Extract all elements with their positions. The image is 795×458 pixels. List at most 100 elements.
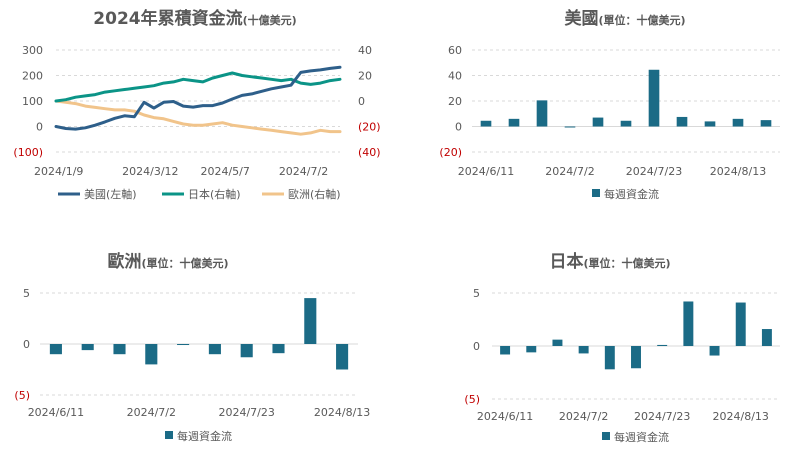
japan-bar xyxy=(604,346,615,370)
us-y-tick-label: (20) xyxy=(439,146,462,159)
japan-bar xyxy=(631,346,641,369)
us-y-tick-label: 60 xyxy=(448,44,462,57)
cumulative-x-tick-label: 2024/3/12 xyxy=(122,165,178,178)
europe-title: 歐洲(單位：十億美元) xyxy=(107,251,228,272)
japan-flow-svg: 日本(單位：十億美元) 5 0 (5) 2024/6/11 2024/7/2 2024/7/… xyxy=(464,251,780,444)
us-title: 美國(單位：十億美元) xyxy=(564,8,685,29)
europe-bar xyxy=(240,344,253,358)
europe-bar xyxy=(145,344,158,365)
cumulative-right-tick-label: 40 xyxy=(358,44,372,57)
japan-legend-label: 每週資金流 xyxy=(614,430,669,444)
europe-y-tick-label: (5) xyxy=(14,389,30,402)
cumulative-x-tick-label: 2024/1/9 xyxy=(34,165,83,178)
europe-x-tick-label: 2024/8/13 xyxy=(314,406,370,419)
japan-title: 日本(單位：十億美元) xyxy=(549,251,670,272)
cumulative-left-tick-label: 0 xyxy=(36,121,43,134)
japan-bar xyxy=(735,302,746,346)
cumulative-flow-svg: 2024年累積資金流(十億美元)3002001000(100)40200(20)… xyxy=(13,8,381,201)
cumulative-flow-chart: 2024年累積資金流(十億美元) 300 200 100 0 (100) 40 20 0 (20)… xyxy=(0,0,400,215)
europe-x-tick-label: 2024/6/11 xyxy=(28,406,84,419)
us-y-tick-label: 0 xyxy=(455,121,462,134)
cumulative-title: 2024年累積資金流(十億美元) xyxy=(93,8,296,29)
europe-bar xyxy=(208,344,221,355)
cumulative-legend-label: 日本(右軸) xyxy=(188,187,241,201)
cumulative-right-tick-label: (20) xyxy=(358,121,381,134)
japan-bar xyxy=(526,346,537,353)
cumulative-left-tick-label: 100 xyxy=(22,95,43,108)
europe-legend-swatch xyxy=(165,431,173,439)
cumulative-right-tick-label: 0 xyxy=(358,95,365,108)
us-bar xyxy=(760,120,772,127)
cumulative-right-tick-label: (40) xyxy=(358,146,381,159)
us-bar xyxy=(676,116,688,127)
europe-x-tick-label: 2024/7/2 xyxy=(127,406,176,419)
europe-bar xyxy=(49,344,62,355)
us-bar xyxy=(480,120,492,127)
cumulative-x-tick-label: 2024/7/2 xyxy=(279,165,328,178)
us-y-tick-label: 40 xyxy=(448,70,462,83)
cumulative-legend-label: 歐洲(右軸) xyxy=(288,187,341,201)
us-x-tick-label: 2024/6/11 xyxy=(458,165,514,178)
europe-bar xyxy=(304,298,317,344)
us-bar xyxy=(620,120,632,127)
japan-bar xyxy=(683,301,694,346)
japan-legend-swatch xyxy=(602,432,610,440)
cumulative-series-line-0 xyxy=(54,65,342,131)
japan-x-tick-label: 2024/8/13 xyxy=(713,410,769,423)
japan-y-tick-label: 0 xyxy=(473,340,480,353)
us-bar xyxy=(536,100,548,127)
europe-y-tick-label: 0 xyxy=(23,338,30,351)
europe-y-tick-label: 5 xyxy=(23,287,30,300)
japan-bar xyxy=(578,346,589,354)
europe-flow-svg: 歐洲(單位：十億美元) 5 0 (5) 2024/6/11 2024/7/2 2024/7/… xyxy=(14,251,370,443)
us-title-main: 美國 xyxy=(564,8,598,29)
cumulative-left-tick-label: 200 xyxy=(22,70,43,83)
cumulative-x-tick-label: 2024/5/7 xyxy=(200,165,249,178)
japan-x-tick-label: 2024/7/23 xyxy=(634,410,690,423)
us-x-tick-label: 2024/8/13 xyxy=(710,165,766,178)
japan-y-tick-label: (5) xyxy=(464,393,480,406)
cumulative-title-main: 2024年累積資金流 xyxy=(93,8,242,29)
europe-bar xyxy=(113,344,126,355)
japan-title-main: 日本 xyxy=(549,251,583,272)
europe-title-unit: (單位：十億美元) xyxy=(141,256,228,270)
japan-flow-chart: 日本(單位：十億美元) 5 0 (5) 2024/6/11 2024/7/2 2024/7/… xyxy=(420,240,795,454)
cumulative-legend-label: 美國(左軸) xyxy=(84,187,137,201)
europe-x-tick-label: 2024/7/23 xyxy=(218,406,274,419)
europe-bar xyxy=(81,344,94,351)
us-bar xyxy=(732,118,744,127)
japan-bar xyxy=(500,346,511,355)
us-bar xyxy=(508,118,520,127)
europe-bar xyxy=(336,344,349,370)
us-x-tick-label: 2024/7/23 xyxy=(626,165,682,178)
us-y-tick-label: 20 xyxy=(448,95,462,108)
us-bar xyxy=(564,126,576,128)
japan-bar xyxy=(657,344,668,346)
us-flow-svg: 美國(單位：十億美元) 60 40 20 0 (20) 2024/6/11 2024/7/2 2… xyxy=(439,8,780,201)
us-legend-label: 每週資金流 xyxy=(604,187,659,201)
europe-bar xyxy=(177,344,190,346)
japan-title-unit: (單位：十億美元) xyxy=(583,256,670,270)
cumulative-series-line-2 xyxy=(54,99,342,136)
japan-bar xyxy=(761,329,772,346)
cumulative-title-unit: (十億美元) xyxy=(243,13,297,27)
cumulative-left-tick-label: (100) xyxy=(13,146,43,159)
europe-legend-label: 每週資金流 xyxy=(177,429,232,443)
europe-flow-chart: 歐洲(單位：十億美元) 5 0 (5) 2024/6/11 2024/7/2 2024/7/… xyxy=(0,240,400,454)
cumulative-left-tick-label: 300 xyxy=(22,44,43,57)
cumulative-series-line-1 xyxy=(54,71,342,103)
japan-x-tick-label: 2024/6/11 xyxy=(477,410,533,423)
europe-title-main: 歐洲 xyxy=(107,251,141,272)
japan-x-tick-label: 2024/7/2 xyxy=(559,410,608,423)
us-flow-chart: 美國(單位：十億美元) 60 40 20 0 (20) 2024/6/11 2024/7/2 2… xyxy=(420,0,795,215)
us-bar xyxy=(648,69,660,127)
us-title-unit: (單位：十億美元) xyxy=(598,13,685,27)
japan-bar xyxy=(552,339,563,346)
us-bar xyxy=(704,121,716,127)
japan-bar xyxy=(709,346,720,356)
europe-bar xyxy=(272,344,285,354)
cumulative-right-tick-label: 20 xyxy=(358,70,372,83)
japan-y-tick-label: 5 xyxy=(473,287,480,300)
us-x-tick-label: 2024/7/2 xyxy=(545,165,594,178)
us-legend-swatch xyxy=(592,189,600,197)
